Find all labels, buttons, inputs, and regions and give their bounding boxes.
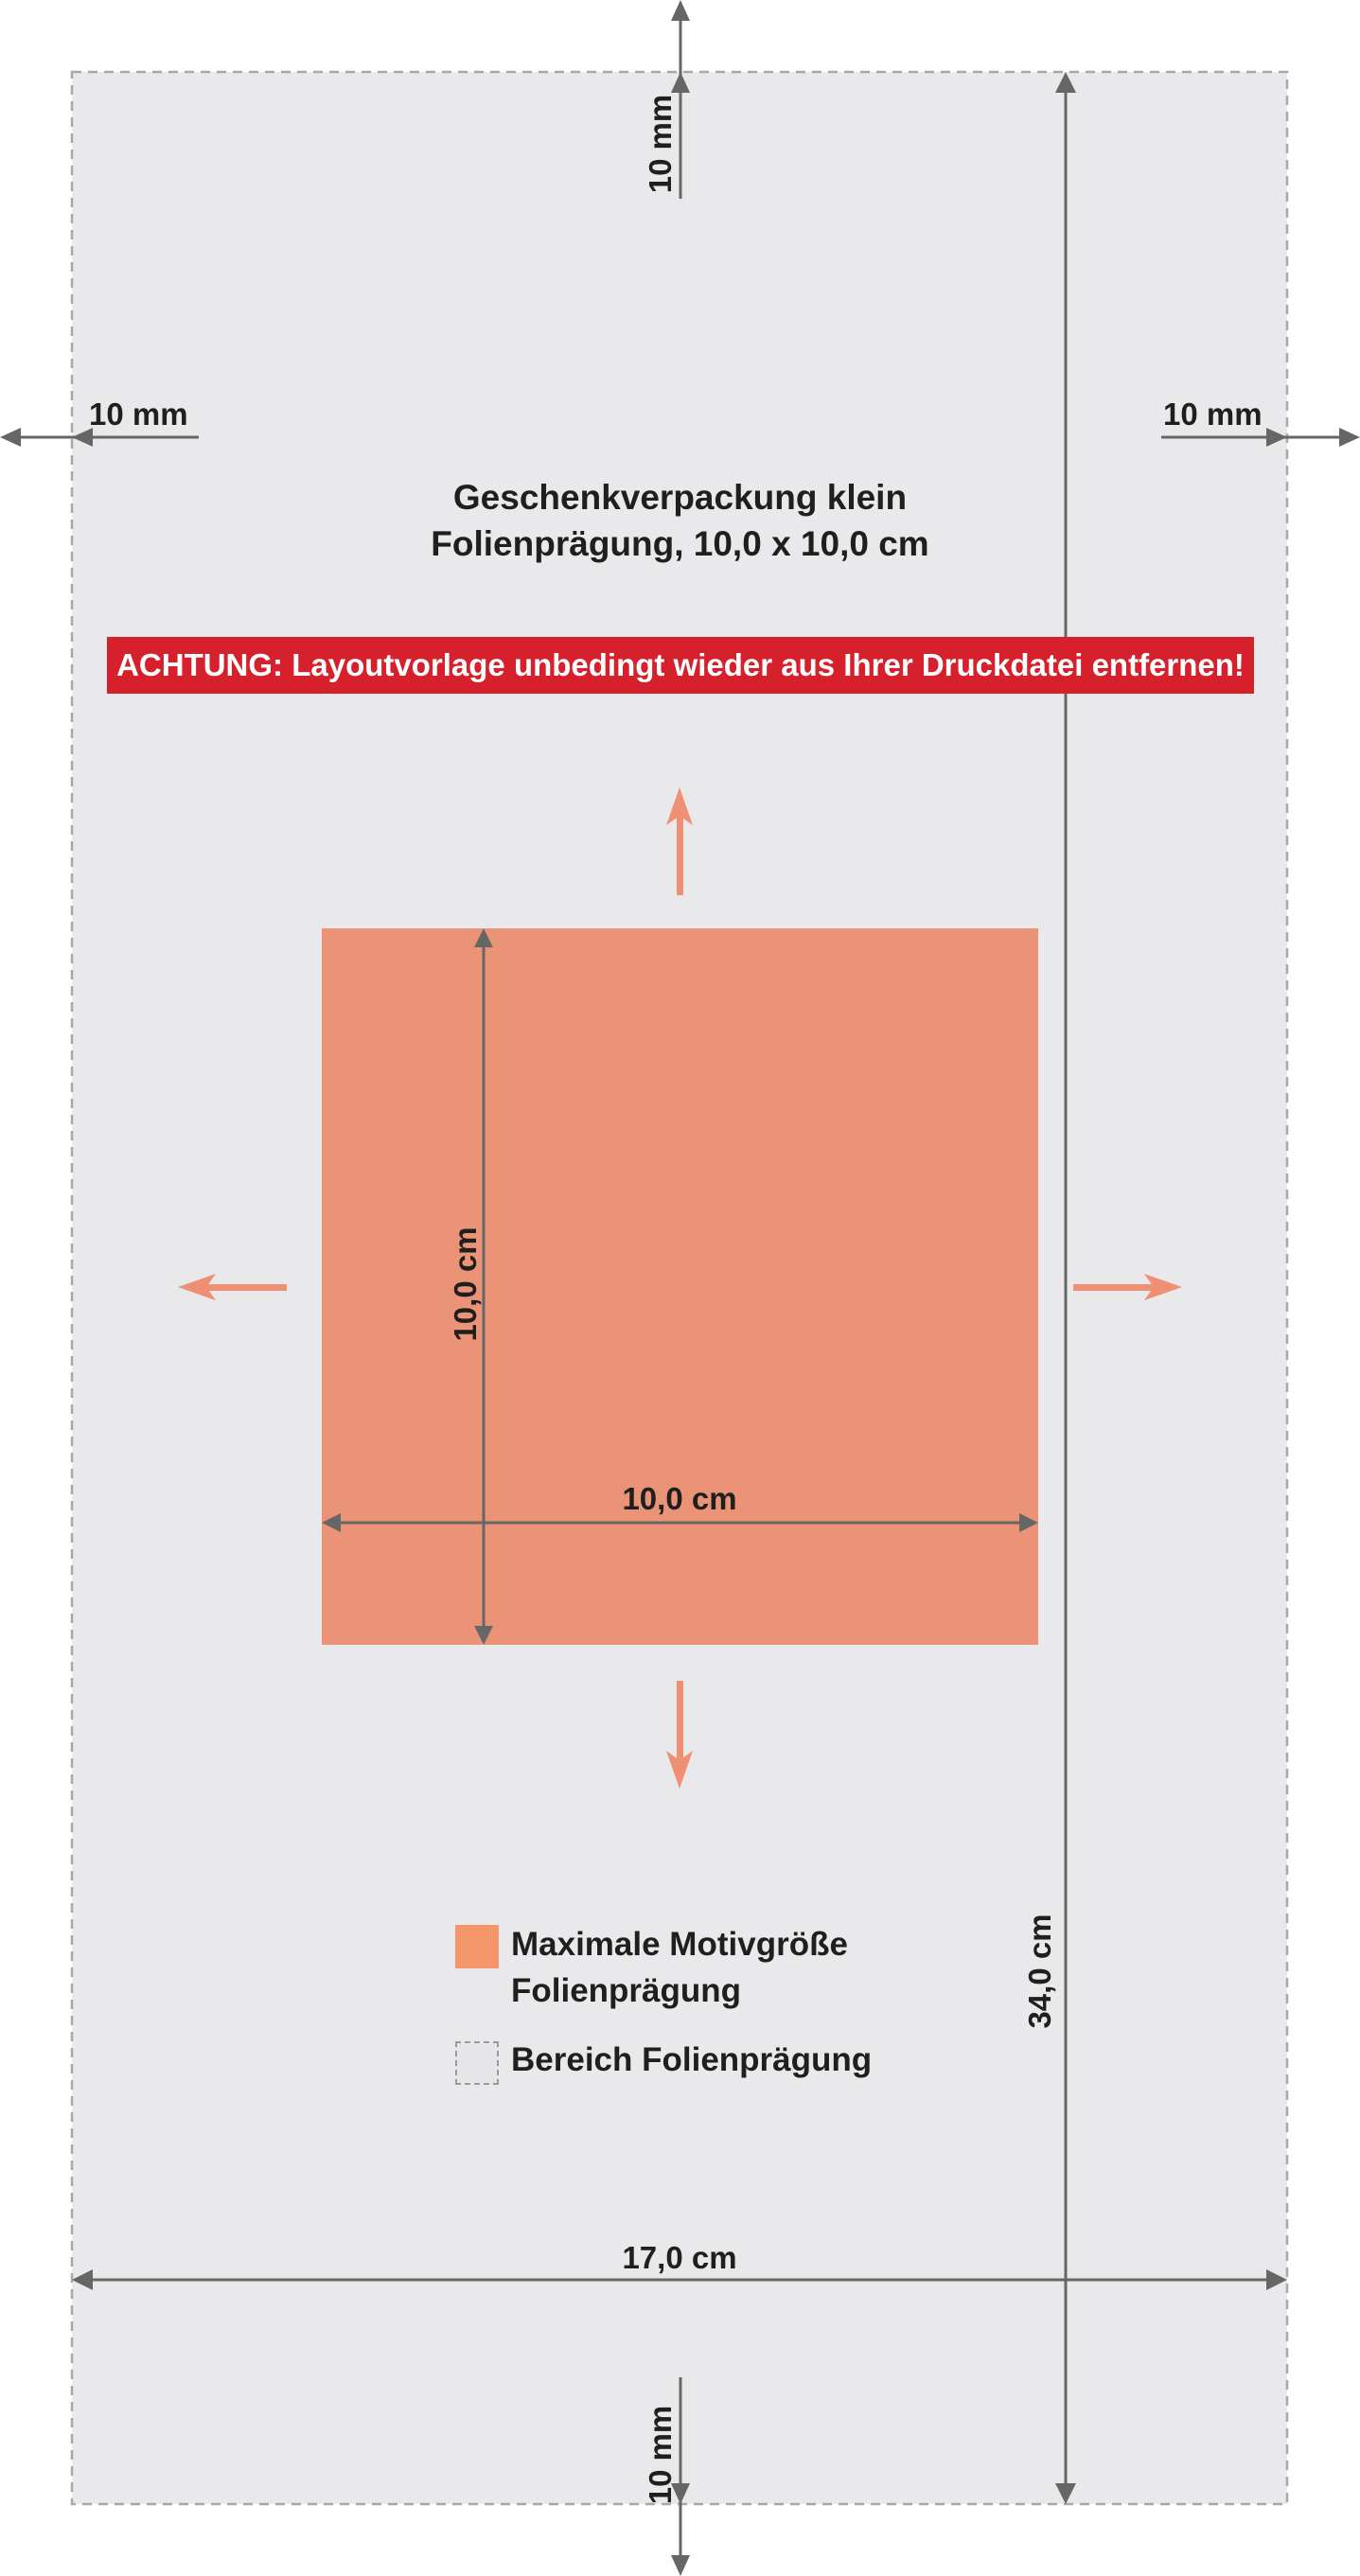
legend-swatch-area (455, 2041, 499, 2085)
total-height-label: 34,0 cm (1022, 1914, 1057, 2029)
expand-arrow-right (1073, 1274, 1182, 1300)
motif-height-label: 10,0 cm (448, 1226, 483, 1342)
warning-banner: ACHTUNG: Layoutvorlage unbedingt wieder … (107, 637, 1254, 694)
title-line-1: Geschenkverpackung klein (452, 478, 908, 517)
top-margin-arrow (671, 0, 690, 199)
bottom-margin-arrow (671, 2377, 690, 2576)
total-height-dimension-line (1055, 72, 1076, 2504)
expand-arrow-up (666, 787, 693, 895)
motif-height-dimension-line (474, 928, 493, 1645)
total-width-label: 17,0 cm (622, 2240, 737, 2275)
motif-width-dimension-line (322, 1513, 1038, 1532)
motif-area (322, 928, 1038, 1645)
expand-arrow-left (178, 1274, 287, 1300)
left-margin-arrow (0, 428, 199, 447)
motif-width-label: 10,0 cm (622, 1481, 737, 1516)
top-margin-label: 10 mm (643, 94, 678, 194)
right-margin-label: 10 mm (1163, 397, 1263, 432)
left-margin-label: 10 mm (89, 397, 188, 432)
right-margin-arrow (1161, 428, 1360, 447)
legend-swatch-motif (455, 1925, 499, 1968)
legend-area-label: Bereich Folienprägung (511, 2041, 873, 2078)
legend-motif-line-2: Folienprägung (511, 1972, 742, 2009)
expand-arrow-down (666, 1681, 693, 1789)
bottom-margin-label: 10 mm (643, 2405, 678, 2505)
title-line-2: Folienprägung, 10,0 x 10,0 cm (431, 524, 929, 563)
total-width-dimension-line (72, 2269, 1287, 2290)
legend-motif-line-1: Maximale Motivgröße (511, 1926, 848, 1963)
